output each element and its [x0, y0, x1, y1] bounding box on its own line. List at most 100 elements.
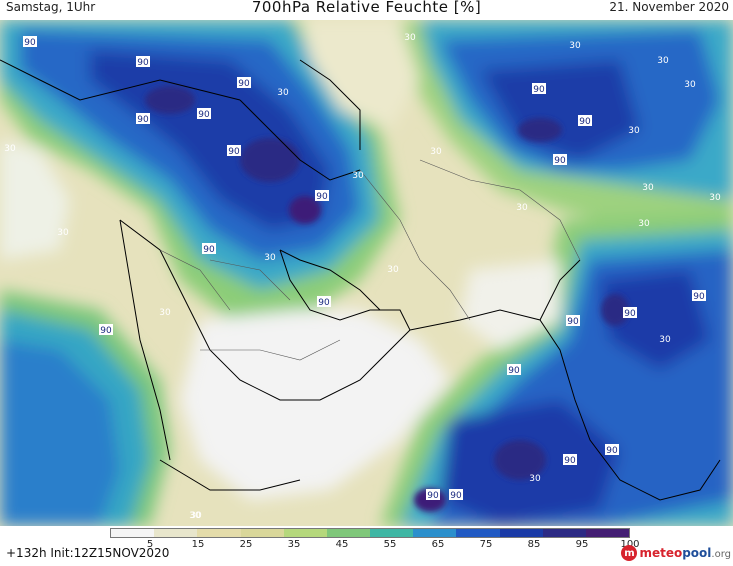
legend-swatch [585, 529, 630, 537]
legend-tick-label: 75 [479, 539, 493, 550]
contour-label: 90 [508, 366, 520, 376]
contour-label: 90 [579, 117, 591, 127]
contour-label: 90 [228, 147, 240, 157]
contour-label-box [99, 324, 113, 335]
contour-label-box [532, 83, 546, 94]
valid-date: 21. November 2020 [609, 0, 729, 14]
header: Samstag, 1Uhr 700hPa Relative Feuchte [%… [0, 0, 733, 20]
contour-label-box [449, 489, 463, 500]
contour-label: 90 [606, 446, 618, 456]
contour-label: 90 [316, 192, 328, 202]
legend-ticks: 5 15 25 35 45 55 65 75 85 95 100 [110, 538, 640, 552]
contour-label: 30 [638, 219, 650, 229]
legend-swatch [370, 529, 414, 537]
contour-label: 30 [430, 147, 442, 157]
contour-label: 30 [628, 126, 640, 136]
coastlines [0, 59, 721, 501]
contour-label-box [237, 77, 251, 88]
contour-label: 30 [709, 193, 721, 203]
contour-label: 30 [684, 80, 696, 90]
contour-label: 90 [203, 245, 215, 255]
contour-label-box [317, 296, 331, 307]
contour-label-box [197, 108, 211, 119]
contour-label-box [23, 36, 37, 47]
contour-label: 30 [4, 144, 16, 154]
contour-label-box [202, 243, 216, 254]
contour-label: 30 [569, 41, 581, 51]
contour-label: 30 [387, 265, 399, 275]
contour-label: 30 [657, 56, 669, 66]
contour-label-box [692, 290, 706, 301]
contour-label: 30 [190, 511, 202, 521]
contour-label: 30 [264, 253, 276, 263]
contour-label: 90 [564, 456, 576, 466]
legend-swatch [499, 529, 543, 537]
contour-label-box [136, 113, 150, 124]
legend-tick-label: 55 [383, 539, 397, 550]
contour-label-box [605, 444, 619, 455]
legend-tick-label: 5 [146, 539, 154, 550]
contour-label-box [227, 145, 241, 156]
contour-label: 30 [404, 33, 416, 43]
valid-time: Samstag, 1Uhr [6, 0, 96, 14]
contour-label: 90 [137, 58, 149, 68]
legend-tick-label: 100 [620, 539, 639, 550]
country-borders [159, 159, 581, 361]
contour-label: 30 [516, 203, 528, 213]
contour-label: 90 [238, 79, 250, 89]
run-info: +132h Init:12Z15NOV2020 [6, 546, 170, 560]
contour-label: 30 [159, 308, 171, 318]
color-legend: 5 15 25 35 45 55 65 75 85 95 100 [110, 528, 640, 552]
logo-icon: m [621, 545, 638, 561]
contour-label: 90 [427, 491, 439, 501]
legend-color-bar [110, 528, 630, 538]
contour-label-box [623, 307, 637, 318]
humidity-map: 90 90 30 90 90 90 30 90 30 30 90 30 30 90 90 30 30 90 30 30… [0, 20, 733, 526]
contour-label: 90 [198, 110, 210, 120]
contour-label: 90 [318, 298, 330, 308]
legend-swatch [240, 529, 284, 537]
contour-label: 90 [693, 292, 705, 302]
legend-swatch [456, 529, 500, 537]
contour-label-box [136, 56, 150, 67]
humidity-blobs [0, 20, 733, 526]
contour-label-box [315, 190, 329, 201]
map-title: 700hPa Relative Feuchte [%] [251, 0, 482, 16]
legend-swatch [154, 529, 198, 537]
contour-labels: 90 90 30 90 90 90 30 90 30 30 90 30 30 90 90 30 30 90 30 30… [4, 33, 721, 521]
legend-tick-label: 85 [527, 539, 541, 550]
legend-tick-label: 25 [239, 539, 253, 550]
logo-text: meteopool.org [639, 546, 731, 560]
meteopool-logo[interactable]: m meteopool.org [621, 544, 731, 562]
contour-label-box [563, 454, 577, 465]
contour-label: 30 [57, 228, 69, 238]
contour-label-box [507, 364, 521, 375]
contour-label: 30 [277, 88, 289, 98]
contour-label: 90 [567, 317, 579, 327]
contour-label: 90 [137, 115, 149, 125]
contour-label: 30 [659, 335, 671, 345]
legend-swatch [197, 529, 241, 537]
contour-label: 90 [24, 38, 36, 48]
contour-label: 90 [533, 85, 545, 95]
contour-label: 90 [100, 326, 112, 336]
legend-swatch [542, 529, 586, 537]
contour-label: 90 [554, 156, 566, 166]
contour-label: 30 [352, 171, 364, 181]
contour-label: 90 [624, 309, 636, 319]
legend-tick-label: 45 [335, 539, 349, 550]
contour-label-box [553, 154, 567, 165]
legend-tick-label: 65 [431, 539, 445, 550]
legend-swatch [283, 529, 327, 537]
contour-label-box [566, 315, 580, 326]
legend-swatch [326, 529, 371, 537]
contour-label-box [426, 489, 440, 500]
contour-label-box [578, 115, 592, 126]
contour-label: 30 [529, 474, 541, 484]
legend-swatch [413, 529, 457, 537]
humidity-field: 90 90 30 90 90 90 30 90 30 30 90 30 30 90 90 30 30 90 30 30… [0, 20, 733, 526]
contour-label: 30 [189, 511, 201, 521]
contour-label: 90 [450, 491, 462, 501]
contour-label: 30 [642, 183, 654, 193]
legend-tick-label: 35 [287, 539, 301, 550]
